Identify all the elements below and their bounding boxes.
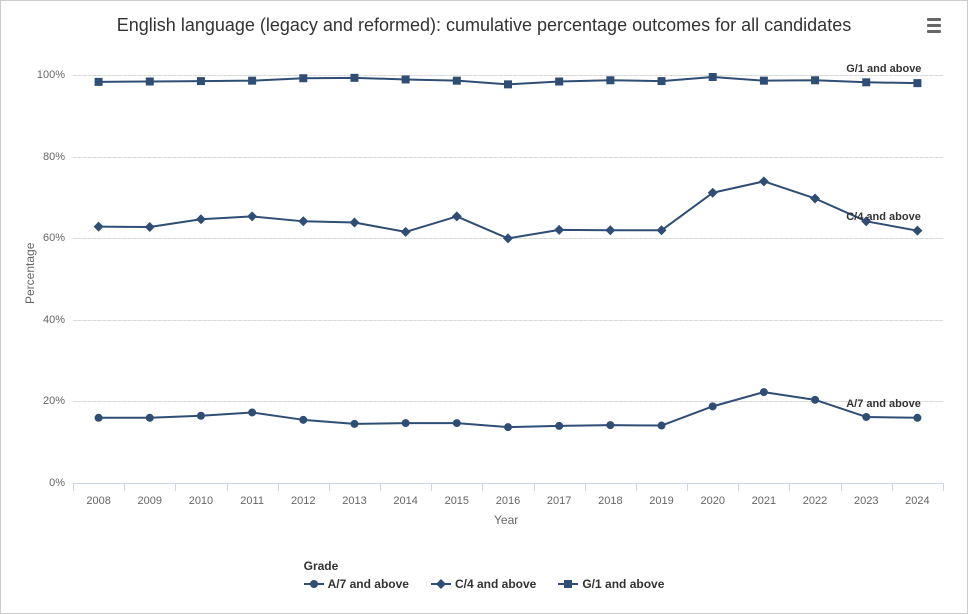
series-line[interactable] [99, 181, 918, 238]
data-point[interactable] [759, 176, 769, 186]
data-point[interactable] [350, 420, 358, 428]
data-point[interactable] [811, 396, 819, 404]
data-point[interactable] [555, 77, 563, 85]
data-point[interactable] [862, 413, 870, 421]
series-end-label: A/7 and above [846, 398, 921, 410]
data-point[interactable] [402, 75, 410, 83]
data-point[interactable] [709, 73, 717, 81]
data-point[interactable] [504, 423, 512, 431]
plot-svg [1, 1, 967, 613]
data-point[interactable] [196, 214, 206, 224]
data-point[interactable] [658, 422, 666, 430]
data-point[interactable] [299, 416, 307, 424]
data-point[interactable] [913, 414, 921, 422]
series-end-label: C/4 and above [846, 211, 921, 223]
data-point[interactable] [453, 77, 461, 85]
data-point[interactable] [145, 222, 155, 232]
data-point[interactable] [349, 218, 359, 228]
data-point[interactable] [94, 222, 104, 232]
data-point[interactable] [299, 74, 307, 82]
data-point[interactable] [760, 77, 768, 85]
data-point[interactable] [247, 211, 257, 221]
data-point[interactable] [554, 225, 564, 235]
data-point[interactable] [606, 421, 614, 429]
data-point[interactable] [350, 74, 358, 82]
data-point[interactable] [913, 79, 921, 87]
data-point[interactable] [248, 77, 256, 85]
data-point[interactable] [452, 211, 462, 221]
data-point[interactable] [146, 77, 154, 85]
data-point[interactable] [95, 414, 103, 422]
data-point[interactable] [503, 233, 513, 243]
data-point[interactable] [402, 419, 410, 427]
data-point[interactable] [862, 78, 870, 86]
data-point[interactable] [248, 408, 256, 416]
data-point[interactable] [605, 225, 615, 235]
data-point[interactable] [555, 422, 563, 430]
data-point[interactable] [197, 412, 205, 420]
data-point[interactable] [658, 77, 666, 85]
line-chart-container: English language (legacy and reformed): … [0, 0, 968, 614]
data-point[interactable] [95, 78, 103, 86]
data-point[interactable] [298, 216, 308, 226]
series-end-label: G/1 and above [846, 63, 921, 75]
data-point[interactable] [912, 226, 922, 236]
data-point[interactable] [760, 388, 768, 396]
series-line[interactable] [99, 392, 918, 427]
data-point[interactable] [811, 76, 819, 84]
data-point[interactable] [453, 419, 461, 427]
data-point[interactable] [504, 80, 512, 88]
data-point[interactable] [709, 402, 717, 410]
data-point[interactable] [401, 227, 411, 237]
data-point[interactable] [606, 76, 614, 84]
data-point[interactable] [197, 77, 205, 85]
data-point[interactable] [810, 193, 820, 203]
data-point[interactable] [146, 414, 154, 422]
